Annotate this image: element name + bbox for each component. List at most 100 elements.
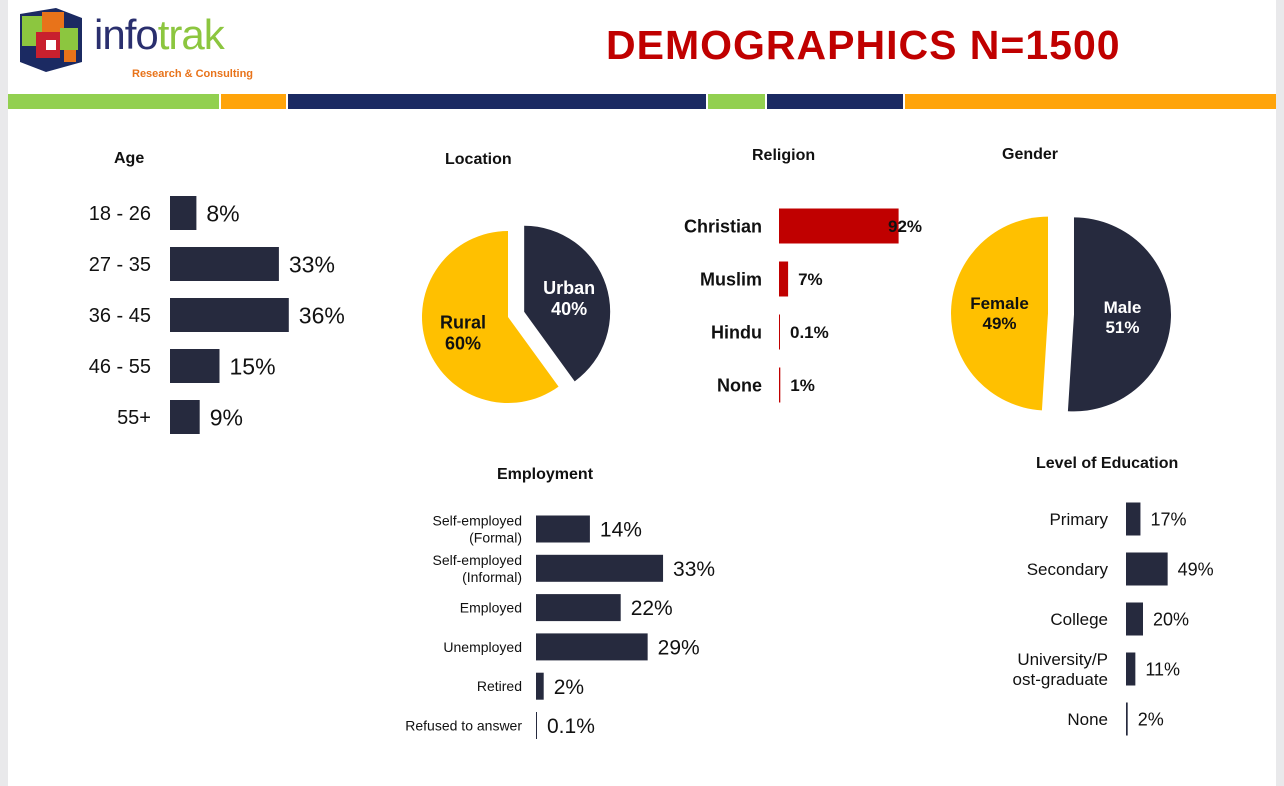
category-label-employment-3: Unemployed: [443, 639, 522, 655]
slice-name-gender-1: Female: [970, 294, 1029, 313]
category-label-employment-1: (Informal): [462, 569, 522, 585]
band-segment-2: [221, 94, 286, 109]
bar-religion-2: [779, 314, 780, 350]
bar-employment-0: [536, 515, 590, 543]
category-label-education-1: Secondary: [1027, 560, 1109, 579]
data-label-employment-4: 2%: [554, 676, 584, 699]
category-label-age-0: 18 - 26: [89, 203, 151, 225]
logo-subtitle: Research & Consulting: [132, 68, 254, 80]
category-label-age-2: 36 - 45: [89, 305, 151, 327]
data-label-education-1: 49%: [1178, 559, 1214, 579]
data-label-age-2: 36%: [299, 302, 345, 328]
data-label-education-0: 17%: [1150, 509, 1186, 529]
logo-text-part1: info: [94, 11, 159, 58]
logo-text-part2: trak: [157, 11, 225, 58]
bar-employment-5: [536, 712, 537, 739]
slice-location-rural: [422, 231, 559, 403]
slice-label-gender-0: 51%: [1105, 318, 1139, 337]
bar-employment-2: [536, 594, 621, 622]
bar-age-0: [170, 196, 197, 230]
gender-chart-title: Gender: [1002, 146, 1059, 163]
slice-gender-female: [951, 216, 1049, 411]
color-band: [8, 94, 1276, 109]
page-title: DEMOGRAPHICS N=1500: [606, 22, 1121, 68]
bar-age-2: [170, 298, 289, 332]
slice-label-location-1: 60%: [445, 334, 481, 354]
data-label-employment-3: 29%: [658, 636, 700, 659]
data-label-age-3: 15%: [230, 353, 276, 379]
data-label-education-4: 2%: [1138, 709, 1164, 729]
category-label-education-3: University/P: [1017, 650, 1108, 669]
category-label-education-4: None: [1067, 710, 1108, 729]
band-segment-5: [767, 94, 903, 109]
data-label-religion-1: 7%: [798, 270, 823, 289]
category-label-employment-2: Employed: [460, 600, 522, 616]
religion-chart: Christian 92% Muslim 7% Hindu 0.1% None 1%: [684, 208, 922, 403]
age-chart: 18 - 26 8% 27 - 35 33% 36 - 45 36% 46 - 55 15% 5…: [89, 196, 345, 434]
logo-wordmark: infotrak: [94, 11, 225, 58]
header: infotrak Research & Consulting DEMOGRAPH…: [8, 0, 1276, 94]
category-label-religion-3: None: [717, 375, 762, 395]
category-label-employment-0: (Formal): [469, 530, 522, 546]
slice-location-urban: [524, 225, 611, 382]
religion-chart-title: Religion: [752, 147, 816, 164]
category-label-age-1: 27 - 35: [89, 254, 151, 276]
bar-employment-1: [536, 554, 664, 582]
employment-chart-title: Employment: [497, 466, 594, 483]
bar-employment-4: [536, 672, 544, 700]
age-chart-title: Age: [114, 150, 145, 167]
slice-label-location-0: 40%: [551, 299, 587, 319]
bar-religion-0: [779, 208, 899, 244]
data-label-religion-3: 1%: [790, 376, 815, 395]
category-label-religion-0: Christian: [684, 216, 762, 236]
bar-employment-3: [536, 633, 648, 661]
bar-age-3: [170, 349, 220, 383]
data-label-religion-2: 0.1%: [790, 323, 829, 342]
bar-religion-1: [779, 261, 789, 297]
category-label-age-3: 46 - 55: [89, 356, 151, 378]
slice-name-gender-0: Male: [1104, 298, 1142, 317]
bar-education-0: [1126, 502, 1141, 536]
education-chart: Primary 17% Secondary 49% College 20% Universi…: [1013, 502, 1214, 736]
bar-age-4: [170, 400, 200, 434]
data-label-employment-1: 33%: [673, 558, 715, 581]
data-label-education-3: 11%: [1145, 659, 1180, 679]
slice-label-gender-1: 49%: [983, 314, 1017, 333]
slice-gender-male: [1067, 217, 1171, 412]
category-label-education-2: College: [1050, 610, 1108, 629]
data-label-age-1: 33%: [289, 251, 335, 277]
band-segment-6: [905, 94, 1276, 109]
employment-chart: Self-employed(Formal) 14%Self-employed(In…: [405, 513, 715, 739]
bar-education-4: [1126, 702, 1128, 736]
category-label-religion-1: Muslim: [700, 269, 762, 289]
data-label-age-0: 8%: [206, 200, 239, 226]
category-label-employment-5: Refused to answer: [405, 718, 522, 734]
band-segment-4: [708, 94, 765, 109]
data-label-religion-0: 92%: [888, 217, 922, 236]
slice-name-location-0: Urban: [543, 278, 595, 298]
category-label-employment-0: Self-employed: [433, 513, 523, 529]
bar-education-1: [1126, 552, 1168, 586]
bar-age-1: [170, 247, 279, 281]
data-label-employment-0: 14%: [600, 519, 642, 542]
category-label-education-3: ost-graduate: [1013, 670, 1108, 689]
education-chart-title: Level of Education: [1036, 455, 1179, 472]
slide: infotrak Research & Consulting DEMOGRAPH…: [8, 0, 1276, 786]
data-label-age-4: 9%: [210, 404, 243, 430]
band-segment-3: [288, 94, 706, 109]
category-label-employment-1: Self-employed: [433, 552, 523, 568]
data-label-employment-2: 22%: [631, 597, 673, 620]
infotrak-logo-icon: [20, 8, 82, 72]
slice-name-location-1: Rural: [440, 313, 486, 333]
category-label-education-0: Primary: [1049, 510, 1108, 529]
category-label-age-4: 55+: [117, 407, 151, 429]
data-label-employment-5: 0.1%: [547, 715, 595, 738]
location-chart-title: Location: [445, 151, 512, 168]
band-segment-1: [8, 94, 219, 109]
bar-religion-3: [779, 367, 781, 403]
bar-education-3: [1126, 652, 1136, 686]
data-label-education-2: 20%: [1153, 609, 1189, 629]
bar-education-2: [1126, 602, 1143, 636]
